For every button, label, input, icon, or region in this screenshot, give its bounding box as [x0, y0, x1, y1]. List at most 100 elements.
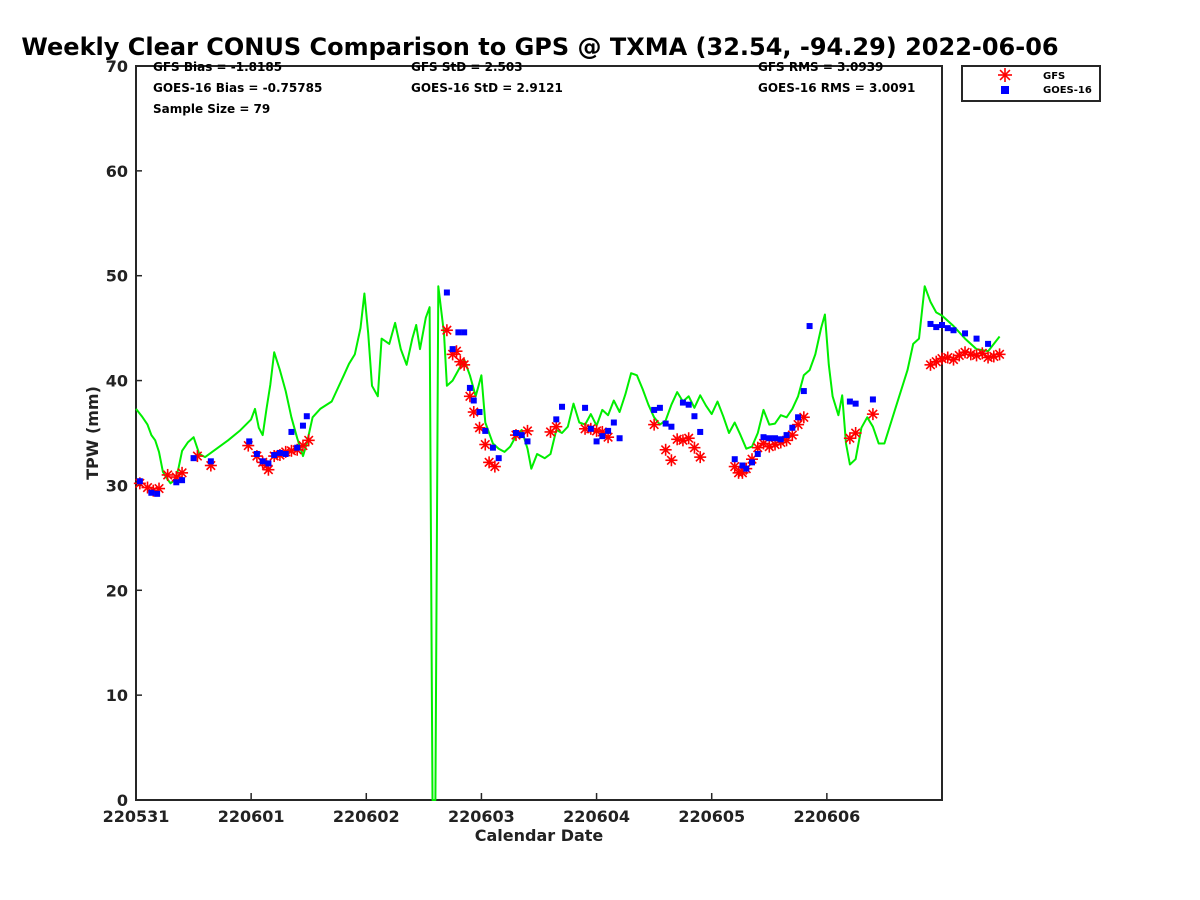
gfs-point — [440, 324, 453, 337]
legend-goes16-square-icon — [1001, 86, 1009, 94]
stat-gfs-bias: GFS Bias = -1.8185 — [153, 60, 282, 74]
gfs-point — [488, 460, 501, 473]
stat-goes-rms: GOES-16 RMS = 3.0091 — [758, 81, 915, 95]
gps-tpw-line — [135, 285, 1001, 801]
y-tick-label: 30 — [106, 476, 128, 495]
goes16-point — [553, 416, 560, 423]
goes16-point — [518, 432, 525, 439]
gfs-points-layer — [133, 324, 1006, 497]
goes16-point — [743, 465, 750, 472]
legend-gfs-glyph — [998, 68, 1012, 82]
goes16-point — [656, 404, 663, 411]
goes16-point — [524, 438, 531, 445]
x-axis: 220531 220601 220602 220603 220604 220605 2206… — [103, 793, 860, 826]
goes16-point — [207, 458, 214, 465]
gfs-point — [849, 427, 862, 439]
goes16-point — [271, 452, 278, 459]
goes16-point — [973, 335, 980, 342]
gfs-point — [659, 443, 672, 456]
x-tick-label: 220531 — [103, 807, 170, 826]
goes16-point — [985, 340, 992, 347]
goes16-point — [265, 460, 272, 467]
goes16-point — [772, 435, 779, 442]
gfs-point — [866, 408, 879, 421]
legend-gfs-label: GFS — [1043, 71, 1065, 82]
gfs-point — [544, 425, 557, 438]
stat-sample-size: Sample Size = 79 — [153, 102, 270, 116]
gfs-point — [648, 418, 661, 431]
plot-area-frame — [135, 65, 943, 801]
y-tick-label: 20 — [106, 581, 128, 600]
goes16-point — [691, 413, 698, 420]
goes16-point — [731, 456, 738, 463]
gfs-point — [728, 460, 741, 473]
goes16-point — [749, 459, 756, 466]
goes16-point — [489, 444, 496, 451]
goes16-point — [461, 329, 468, 336]
goes16-point — [616, 435, 623, 442]
goes16-point — [599, 433, 606, 440]
goes16-point — [754, 450, 761, 457]
goes16-point — [939, 321, 945, 328]
goes16-point — [246, 438, 253, 445]
goes16-point — [927, 320, 934, 327]
gps-line-layer — [135, 285, 1001, 801]
gfs-point — [458, 358, 471, 371]
y-tick-label: 40 — [106, 372, 128, 391]
goes16-point — [944, 325, 951, 332]
x-tick-label: 220606 — [793, 807, 860, 826]
goes16-point — [766, 435, 773, 442]
stat-goes-std: GOES-16 StD = 2.9121 — [411, 81, 563, 95]
goes16-point — [777, 436, 784, 443]
gfs-point — [176, 466, 189, 479]
goes16-point — [869, 396, 876, 403]
goes16-point — [760, 434, 767, 441]
gfs-point — [665, 454, 678, 467]
goes16-point — [299, 422, 306, 429]
goes16-point — [466, 384, 473, 391]
goes16-point — [950, 327, 957, 334]
gfs-point — [993, 348, 1006, 361]
goes16-point — [679, 399, 686, 406]
goes16-point — [148, 489, 155, 496]
legend-goes16-label: GOES-16 — [1043, 85, 1092, 96]
y-tick-label: 50 — [106, 267, 128, 286]
goes16-point — [593, 438, 600, 445]
goes16-point — [173, 479, 180, 486]
y-tick-label: 0 — [117, 791, 128, 810]
goes16-point — [276, 449, 283, 456]
gfs-point — [483, 456, 496, 469]
goes16-point — [587, 425, 594, 432]
gfs-point — [682, 432, 695, 445]
stat-goes-bias: GOES-16 Bias = -0.75785 — [153, 81, 322, 95]
x-tick-label: 220605 — [678, 807, 745, 826]
goes16-point — [651, 406, 658, 413]
goes16-points-layer — [136, 289, 992, 497]
goes16-point — [294, 444, 301, 451]
goes16-point — [190, 455, 197, 462]
stat-gfs-rms: GFS RMS = 3.0939 — [758, 60, 883, 74]
goes16-point — [282, 450, 289, 457]
goes16-point — [455, 329, 462, 336]
legend-box — [961, 65, 1101, 102]
y-axis: 0 10 20 30 40 50 60 70 — [106, 57, 142, 810]
x-tick-label: 220603 — [448, 807, 515, 826]
goes16-point — [512, 430, 519, 436]
goes16-point — [259, 458, 266, 465]
y-axis-label: TPW (mm) — [83, 386, 102, 480]
x-tick-label: 220604 — [563, 807, 630, 826]
x-tick-label: 220602 — [333, 807, 400, 826]
stats-block: GFS Bias = -1.8185 GFS StD = 2.503 GFS R… — [153, 60, 915, 116]
goes16-point — [559, 403, 566, 410]
goes16-point — [789, 424, 796, 431]
goes16-point — [668, 423, 675, 430]
goes16-point — [482, 427, 489, 434]
goes16-point — [795, 414, 802, 421]
goes16-point — [685, 401, 692, 408]
goes16-point — [476, 409, 483, 416]
goes16-point — [846, 398, 853, 405]
goes16-point — [697, 428, 704, 435]
gfs-point — [161, 468, 174, 481]
goes16-point — [806, 323, 813, 330]
goes16-point — [136, 478, 143, 485]
